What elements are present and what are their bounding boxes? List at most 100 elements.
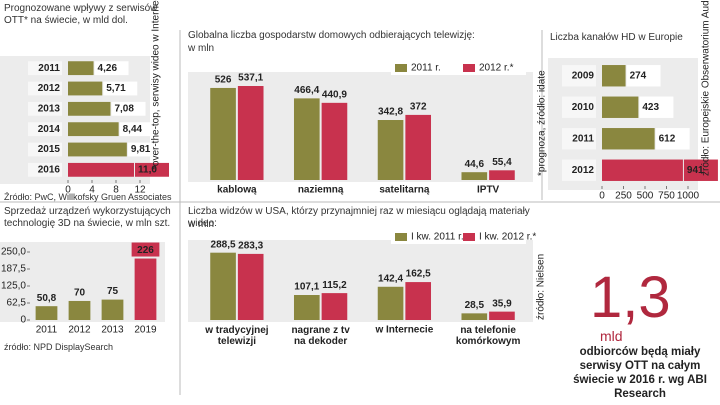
callout-value: 1,3 bbox=[590, 265, 671, 330]
bar bbox=[321, 293, 348, 320]
value-label: 107,1 bbox=[294, 282, 319, 293]
x-tick-label: 0 bbox=[65, 185, 71, 196]
value-label: 526 bbox=[215, 75, 232, 86]
bar bbox=[68, 142, 127, 157]
bar bbox=[405, 282, 432, 320]
title: Prognozowane wpływy z serwisów OTT* na ś… bbox=[4, 3, 158, 26]
category-label: 2009 bbox=[572, 70, 595, 81]
category-label: naziemną bbox=[298, 185, 344, 196]
bar bbox=[101, 299, 124, 320]
bar bbox=[68, 61, 94, 76]
legend-bg bbox=[391, 61, 526, 75]
legend-bg bbox=[391, 230, 526, 244]
value-label: 115,2 bbox=[322, 280, 347, 291]
y-tick-label: 62,5 bbox=[7, 298, 27, 309]
bar bbox=[602, 159, 683, 181]
category-label: 2019 bbox=[134, 325, 157, 336]
bar bbox=[602, 128, 655, 150]
category-label: w tradycyjnej telewizji bbox=[204, 325, 269, 347]
value-label: 274 bbox=[630, 70, 647, 81]
value-label: 142,4 bbox=[378, 273, 403, 284]
legend-swatch bbox=[463, 64, 475, 72]
subtitle: w mln bbox=[188, 219, 215, 230]
note: *over-the-top, serwisy wideo w Interneci… bbox=[151, 0, 162, 170]
bar bbox=[377, 120, 404, 180]
category-bg bbox=[562, 128, 596, 150]
value-label: 44,6 bbox=[465, 159, 485, 170]
value-label-bg bbox=[127, 142, 162, 157]
bar bbox=[405, 114, 432, 180]
value-label: 342,8 bbox=[378, 107, 403, 118]
value-label: 7,08 bbox=[114, 103, 134, 114]
note: źródło: Nielsen bbox=[536, 254, 547, 320]
bar bbox=[68, 162, 134, 177]
bar bbox=[68, 81, 103, 96]
x-tick-label: 750 bbox=[658, 191, 675, 202]
bar bbox=[68, 300, 91, 320]
x-tick-label: 1000 bbox=[677, 191, 700, 202]
value-label: 28,5 bbox=[465, 300, 485, 311]
category-bg bbox=[28, 162, 62, 177]
value-label: 440,9 bbox=[322, 89, 347, 100]
legend-swatch bbox=[395, 233, 407, 241]
bar bbox=[210, 87, 236, 180]
value-label-bg bbox=[655, 128, 690, 150]
legend-swatch bbox=[463, 233, 475, 241]
value-label-bg bbox=[639, 96, 674, 118]
value-label: 55,4 bbox=[492, 157, 512, 168]
bar bbox=[377, 286, 404, 320]
bar bbox=[293, 98, 320, 180]
category-label: 2012 bbox=[38, 83, 61, 94]
value-label: 75 bbox=[107, 286, 119, 297]
bar bbox=[35, 306, 58, 320]
category-label: w Internecie bbox=[374, 325, 433, 336]
subtitle: w mln bbox=[188, 43, 215, 54]
y-tick-label: 187,5 bbox=[1, 264, 26, 275]
value-label: 162,5 bbox=[406, 269, 431, 280]
x-tick-label: 8 bbox=[113, 185, 119, 196]
category-label: 2016 bbox=[38, 164, 61, 175]
bar bbox=[489, 311, 515, 320]
bar bbox=[68, 122, 119, 137]
y-tick-label: 250,0 bbox=[1, 247, 26, 258]
category-label: 2012 bbox=[572, 165, 595, 176]
value-label-bg bbox=[94, 61, 129, 76]
category-label: 2011 bbox=[572, 133, 594, 144]
category-label: 2012 bbox=[68, 325, 91, 336]
title: Sprzedaż urządzeń wykorzystujących techn… bbox=[4, 206, 171, 229]
category-bg bbox=[562, 96, 596, 118]
note: *prognoza, źródło: idate bbox=[537, 70, 548, 176]
category-label: 2014 bbox=[38, 124, 61, 135]
category-label: 2010 bbox=[572, 102, 595, 113]
y-tick-label: 125,0 bbox=[1, 281, 26, 292]
value-label: 941 bbox=[687, 165, 704, 176]
y-tick-label: 0 bbox=[20, 315, 26, 326]
x-tick-label: 12 bbox=[134, 185, 146, 196]
category-label: nagrane z tv na dekoder bbox=[291, 325, 350, 347]
title: Globalna liczba gospodarstw domowych odb… bbox=[188, 30, 475, 41]
value-label-bg bbox=[626, 65, 661, 87]
bar bbox=[489, 170, 515, 180]
category-label: 2011 bbox=[38, 63, 60, 74]
bar bbox=[461, 313, 488, 320]
callout-unit: mld bbox=[600, 328, 623, 344]
bar bbox=[237, 253, 264, 320]
bar bbox=[68, 101, 111, 116]
category-label: 2011 bbox=[36, 325, 58, 336]
bar bbox=[134, 258, 157, 320]
value-label: 9,81 bbox=[131, 144, 151, 155]
category-label: kablową bbox=[217, 185, 257, 196]
category-label: IPTV bbox=[477, 185, 500, 196]
bar bbox=[293, 295, 320, 320]
category-bg bbox=[28, 142, 62, 157]
value-label-bg bbox=[135, 162, 169, 177]
value-label-bg bbox=[119, 122, 154, 137]
category-bg bbox=[562, 65, 596, 87]
category-bg bbox=[28, 101, 62, 116]
category-bg bbox=[562, 159, 596, 181]
legend-label: I kw. 2011 r. bbox=[411, 232, 464, 243]
panel bbox=[0, 56, 150, 184]
category-bg bbox=[28, 122, 62, 137]
source: Źródło: PwC, Willkofsky Gruen Associates bbox=[4, 192, 172, 202]
